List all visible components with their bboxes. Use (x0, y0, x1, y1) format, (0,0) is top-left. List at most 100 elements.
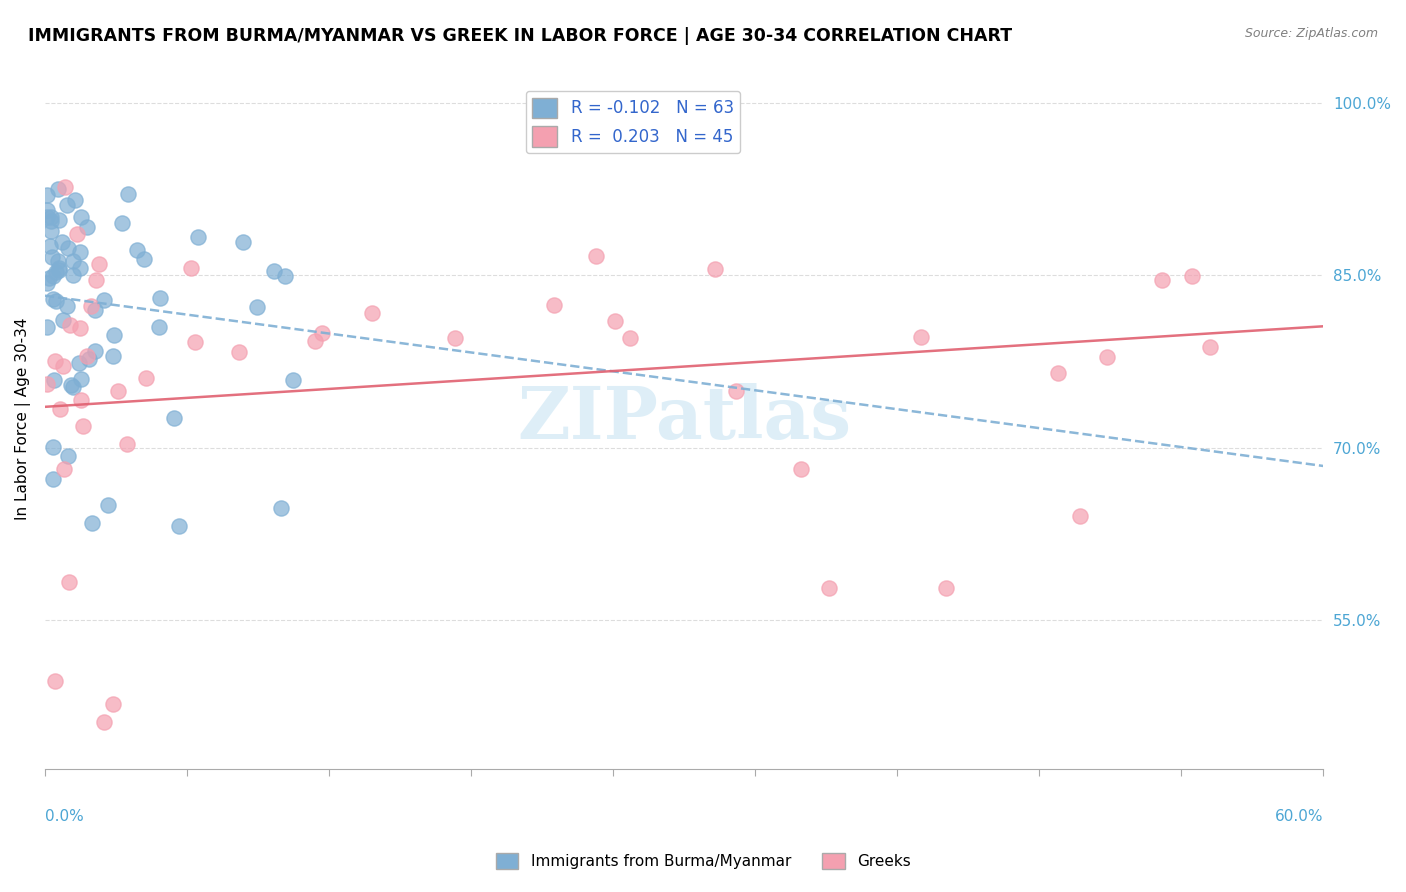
Point (115, 436, 138, 450)
Point (84, 302, 107, 317)
Point (58, 449, 80, 463)
Point (934, 581, 956, 595)
Point (77, 352, 100, 367)
Point (232, 235, 254, 249)
Point (69, 321, 91, 335)
Point (35, 320, 58, 334)
Point (44, 354, 66, 368)
Point (35, 203, 58, 218)
Point (41, 293, 63, 307)
Point (311, 326, 333, 340)
Point (444, 331, 467, 345)
Legend: Immigrants from Burma/Myanmar, Greeks: Immigrants from Burma/Myanmar, Greeks (489, 847, 917, 875)
Point (69, 210, 91, 224)
Point (228, 344, 250, 359)
Point (45, 265, 67, 279)
Point (52, 359, 75, 373)
Point (48, 262, 70, 277)
Point (180, 260, 202, 275)
Point (44, 673, 66, 688)
Point (1150, 272, 1173, 286)
Point (910, 329, 932, 343)
Point (149, 292, 172, 306)
Point (125, 243, 148, 257)
Point (1181, 268, 1204, 283)
Point (53, 462, 76, 476)
Point (69, 260, 91, 275)
Point (134, 252, 156, 266)
Point (1069, 509, 1091, 524)
Point (1095, 350, 1118, 364)
Point (111, 216, 134, 230)
Point (48, 260, 70, 275)
Point (790, 462, 813, 476)
Point (49, 401, 72, 416)
Point (62, 253, 84, 268)
Point (135, 371, 157, 385)
Point (65, 227, 87, 241)
Point (84, 273, 107, 287)
Point (72, 419, 94, 434)
Point (103, 350, 125, 364)
Point (51, 235, 73, 250)
Point (167, 519, 190, 533)
Point (38, 270, 60, 285)
Point (1046, 366, 1069, 380)
Point (60, 378, 83, 392)
Point (93, 293, 115, 308)
Point (263, 264, 285, 278)
Point (103, 327, 125, 342)
Point (84, 343, 107, 358)
Point (93, 714, 115, 729)
Point (1199, 340, 1222, 354)
Text: 0.0%: 0.0% (45, 809, 83, 824)
Point (76, 349, 98, 363)
Y-axis label: In Labor Force | Age 30-34: In Labor Force | Age 30-34 (15, 318, 31, 520)
Point (55, 299, 77, 313)
Point (97, 498, 120, 512)
Point (281, 373, 304, 387)
Point (62, 268, 84, 282)
Point (58, 575, 80, 590)
Point (274, 269, 297, 284)
Point (76, 220, 98, 235)
Point (41, 224, 63, 238)
Point (37, 210, 59, 224)
Point (41, 250, 63, 264)
Point (187, 230, 209, 244)
Point (67, 356, 90, 370)
Point (605, 314, 627, 328)
Point (117, 186, 139, 201)
Text: Source: ZipAtlas.com: Source: ZipAtlas.com (1244, 27, 1378, 40)
Legend: R = -0.102   N = 63, R =  0.203   N = 45: R = -0.102 N = 63, R = 0.203 N = 45 (526, 91, 741, 153)
Point (42, 373, 65, 387)
Point (585, 249, 607, 263)
Point (304, 334, 326, 348)
Point (42, 269, 65, 284)
Point (59, 318, 82, 332)
Point (38, 239, 60, 253)
Text: IMMIGRANTS FROM BURMA/MYANMAR VS GREEK IN LABOR FORCE | AGE 30-34 CORRELATION CH: IMMIGRANTS FROM BURMA/MYANMAR VS GREEK I… (28, 27, 1012, 45)
Point (543, 298, 565, 312)
Point (56, 241, 79, 255)
Point (39, 214, 62, 228)
Point (62, 380, 84, 394)
Point (45, 294, 67, 309)
Point (270, 501, 292, 516)
Point (82, 516, 104, 531)
Point (69, 244, 91, 259)
Point (56, 198, 79, 212)
Point (35, 377, 58, 392)
Text: 60.0%: 60.0% (1275, 809, 1323, 824)
Point (619, 331, 641, 345)
Point (35, 188, 58, 202)
Point (46, 182, 69, 196)
Point (246, 300, 269, 314)
Point (70, 372, 93, 386)
Point (70, 392, 93, 407)
Point (361, 306, 384, 320)
Point (87, 257, 110, 271)
Point (725, 384, 748, 399)
Point (80, 299, 103, 313)
Point (41, 440, 63, 454)
